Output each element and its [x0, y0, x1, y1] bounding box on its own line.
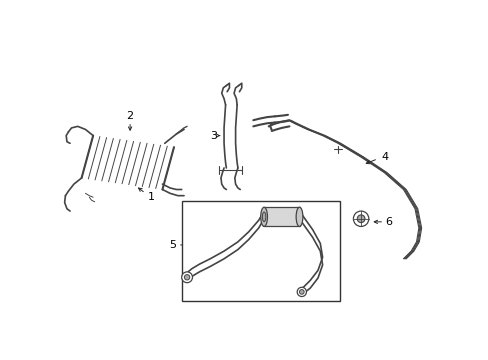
Circle shape — [299, 289, 304, 294]
Text: 4: 4 — [381, 152, 388, 162]
Circle shape — [182, 272, 192, 283]
Ellipse shape — [262, 212, 265, 222]
Bar — [182, 201, 339, 301]
Text: 3: 3 — [209, 131, 216, 141]
Text: 6: 6 — [385, 217, 392, 227]
Circle shape — [184, 275, 189, 280]
Circle shape — [297, 287, 306, 297]
Circle shape — [357, 215, 364, 222]
Bar — [264, 207, 299, 226]
Text: 5: 5 — [169, 240, 176, 250]
Text: 1: 1 — [147, 192, 154, 202]
Circle shape — [353, 211, 368, 226]
Ellipse shape — [260, 207, 267, 226]
Text: 2: 2 — [126, 111, 133, 121]
Ellipse shape — [296, 207, 302, 226]
